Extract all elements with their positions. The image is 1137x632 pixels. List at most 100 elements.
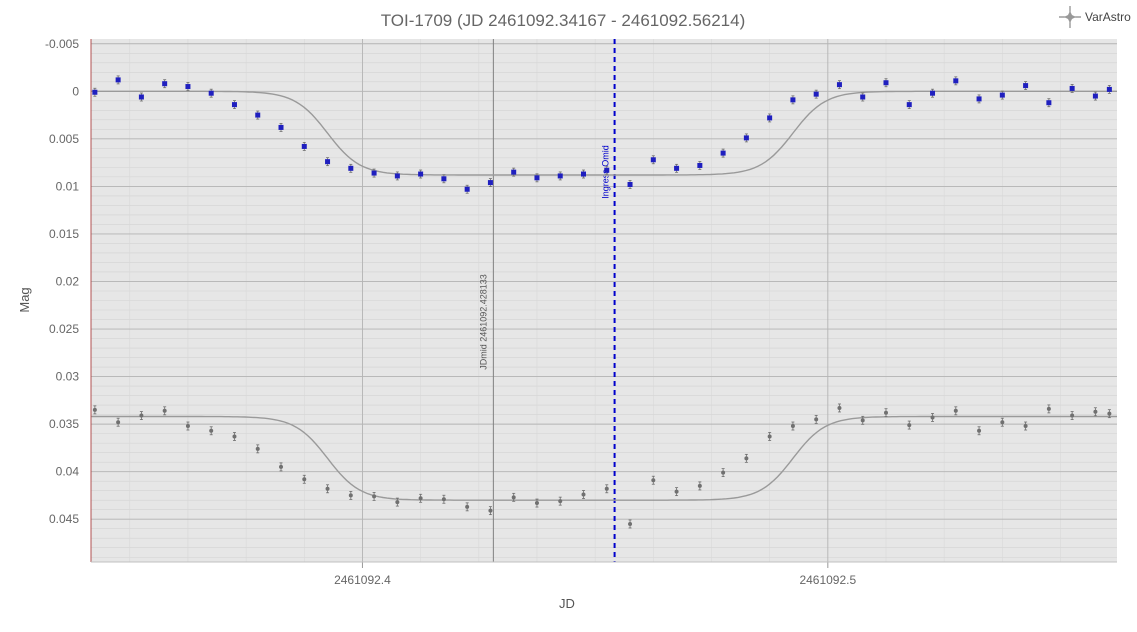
point-marker <box>581 171 587 177</box>
comparison-point <box>418 493 423 503</box>
target-point <box>1046 98 1052 108</box>
point-marker <box>325 159 331 165</box>
target-point <box>441 174 447 184</box>
target-point <box>162 79 168 89</box>
comparison-point <box>139 411 144 420</box>
point-marker <box>465 504 470 509</box>
point-marker <box>441 176 447 182</box>
point-marker <box>697 162 703 168</box>
point-marker <box>744 456 749 461</box>
target-point <box>720 148 726 158</box>
model-curves <box>91 90 1117 501</box>
comparison-point <box>1107 409 1112 419</box>
point-marker <box>976 96 982 102</box>
chart-title: TOI-1709 (JD 2461092.34167 - 2461092.562… <box>381 11 746 30</box>
target-point <box>930 88 936 98</box>
point-marker <box>906 102 912 108</box>
point-marker <box>604 167 610 173</box>
point-marker <box>302 477 307 482</box>
grid <box>91 39 1117 562</box>
y-tick-label: 0.025 <box>49 322 79 336</box>
point-marker <box>999 92 1005 98</box>
point-marker <box>395 500 400 505</box>
point-marker <box>209 428 214 433</box>
point-marker <box>232 434 237 439</box>
y-tick-label: 0.01 <box>56 179 80 193</box>
y-tick-label: 0.045 <box>49 512 79 526</box>
target-point <box>255 110 261 120</box>
point-marker <box>441 497 446 502</box>
comparison-point <box>697 481 702 491</box>
point-marker <box>1046 100 1052 106</box>
comparison-point <box>92 405 97 415</box>
comparison-point <box>255 444 260 454</box>
point-marker <box>1069 85 1075 91</box>
target-point <box>860 92 866 102</box>
point-marker <box>394 173 400 179</box>
point-marker <box>860 94 866 100</box>
target-point <box>487 178 493 187</box>
comparison-point <box>162 406 167 416</box>
point-marker <box>1000 420 1005 425</box>
point-marker <box>116 420 121 425</box>
point-marker <box>604 486 609 491</box>
point-marker <box>1023 83 1029 89</box>
point-marker <box>418 171 424 177</box>
comparison-point <box>883 408 888 418</box>
target-point <box>1023 81 1029 90</box>
target-point <box>836 80 842 90</box>
comparison-point <box>1000 417 1005 427</box>
comparison-point <box>953 406 958 416</box>
target-point <box>581 169 587 179</box>
comparison-point <box>1093 407 1098 417</box>
point-marker <box>534 175 540 181</box>
point-marker <box>185 84 191 90</box>
comparison-point <box>232 432 237 441</box>
point-marker <box>930 415 935 420</box>
point-marker <box>977 428 982 433</box>
point-marker <box>790 97 796 103</box>
comparison-point <box>534 498 539 508</box>
comparison-point <box>441 494 446 504</box>
target-point <box>534 173 540 183</box>
point-marker <box>814 417 819 422</box>
y-tick-label: 0.005 <box>49 132 79 146</box>
point-marker <box>767 434 772 439</box>
point-marker <box>953 78 959 84</box>
model-curve <box>91 415 1117 501</box>
comparison-point <box>209 426 214 436</box>
target-point <box>883 78 889 88</box>
point-marker <box>697 483 702 488</box>
y-axis: -0.005 0 0.005 0.01 0.015 0.02 0.025 0.03 0.035 0… <box>45 37 79 526</box>
target-point <box>301 142 307 151</box>
target-point <box>767 113 773 123</box>
y-tick-label: 0.03 <box>56 370 80 384</box>
comparison-point <box>185 421 190 431</box>
point-marker <box>92 407 97 412</box>
target-point <box>790 95 796 105</box>
target-point <box>906 100 912 110</box>
point-marker <box>1092 93 1098 99</box>
target-point <box>464 184 470 194</box>
comparison-point <box>488 506 493 516</box>
comparison-point <box>674 487 679 497</box>
target-point <box>185 82 191 91</box>
comparison-point <box>302 474 307 484</box>
y-tick-label: 0.02 <box>56 274 80 288</box>
point-marker <box>651 478 656 483</box>
comparison-point <box>977 426 982 436</box>
target-point <box>674 163 680 173</box>
y-tick-label: -0.005 <box>45 37 79 51</box>
comparison-point <box>790 421 795 431</box>
point-marker <box>162 408 167 413</box>
comparison-point <box>116 417 121 427</box>
comparison-point <box>511 492 516 502</box>
target-point <box>1106 84 1112 94</box>
jdmid-marker-label: JDmid 2461092.428133 <box>478 274 488 370</box>
point-marker <box>279 464 284 469</box>
point-marker <box>581 492 586 497</box>
logo[interactable]: VarAstro <box>1059 6 1131 28</box>
point-marker <box>418 496 423 501</box>
point-marker <box>650 157 656 163</box>
